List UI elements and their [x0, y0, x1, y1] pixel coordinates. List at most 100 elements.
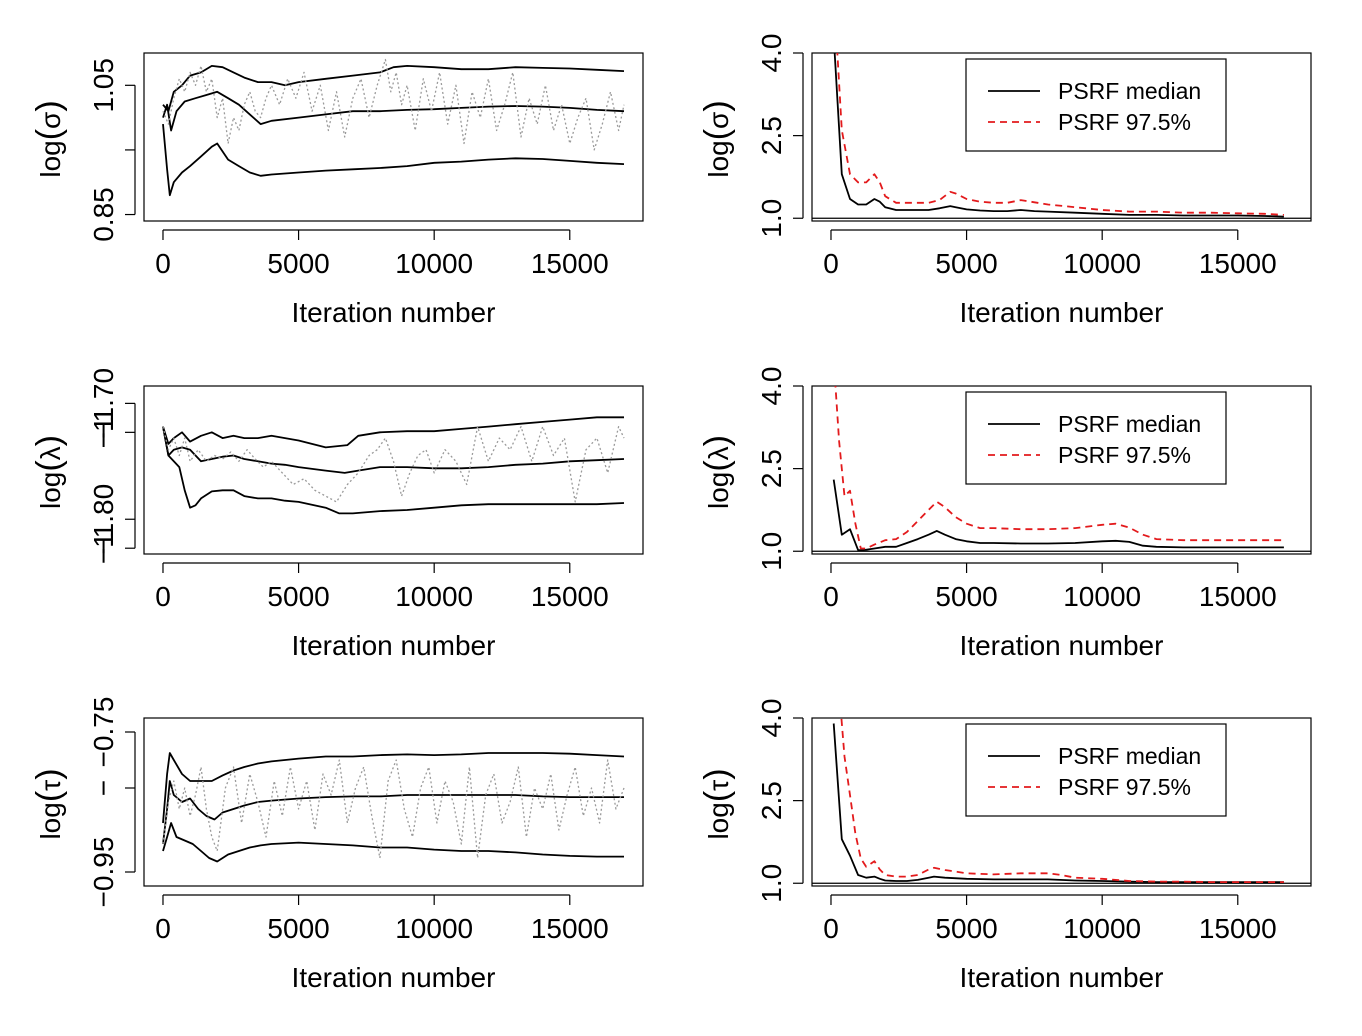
- plot-frame: [143, 717, 644, 887]
- series-upper: [162, 65, 625, 113]
- y-axis-title-fn: log: [703, 472, 734, 509]
- panel-psrf-lambda: 0 5000 10000 15000 Iteration number 1.0 2.5 4.0…: [698, 367, 1312, 661]
- x-tick-label: 0: [823, 248, 839, 279]
- legend-box: [965, 391, 1227, 485]
- y-tick-label: −1.80: [88, 484, 119, 555]
- y-axis-title-symbol: λ: [703, 446, 734, 460]
- legend-label: PSRF 97.5%: [1058, 109, 1191, 135]
- x-tick-label: 0: [155, 248, 171, 279]
- plot-frame: [143, 385, 644, 555]
- series-upper: [162, 752, 625, 824]
- plot-frame: [811, 385, 1312, 555]
- x-tick-label: 10000: [1063, 581, 1141, 612]
- y-axis-title: log(σ): [30, 100, 68, 177]
- y-tick-label: 4.0: [756, 34, 787, 73]
- legend-label: PSRF 97.5%: [1058, 442, 1191, 468]
- x-tick-label: 0: [155, 913, 171, 944]
- x-tick-label: 10000: [395, 248, 473, 279]
- y-axis-title-fn: log: [35, 472, 66, 509]
- series-group: [832, 386, 1284, 551]
- y-axis-title-paren: ): [698, 100, 736, 111]
- y-axis-title-symbol: σ: [35, 112, 66, 129]
- legend-box: [965, 58, 1227, 152]
- y-axis-title-paren: ): [698, 768, 736, 779]
- y-axis-title-symbol: τ: [35, 780, 66, 791]
- x-tick-label: 10000: [395, 581, 473, 612]
- y-tick-label: 1.0: [756, 532, 787, 571]
- legend-label: PSRF median: [1058, 78, 1201, 104]
- x-tick-label: 0: [155, 581, 171, 612]
- plot-frame: [143, 52, 644, 222]
- x-axis-title: Iteration number: [292, 630, 496, 661]
- y-tick-label: −1.70: [88, 368, 119, 439]
- plot-frame: [811, 52, 1312, 222]
- y-axis-title-fn: log: [35, 802, 66, 839]
- series-psrf-97-5: [836, 53, 1284, 216]
- series-group: [162, 416, 625, 515]
- y-tick-label: 4.0: [756, 699, 787, 738]
- y-axis-title-paren: ): [698, 435, 736, 446]
- y-axis-title-paren: (: [698, 460, 736, 472]
- y-axis-title-paren: (: [698, 790, 736, 802]
- legend: PSRF median PSRF 97.5%: [965, 58, 1227, 152]
- y-tick-label: −0.95: [88, 837, 119, 908]
- series-group: [832, 718, 1284, 883]
- legend-label: PSRF 97.5%: [1058, 774, 1191, 800]
- x-axis-title: Iteration number: [292, 962, 496, 993]
- y-tick-label: −1: [88, 416, 119, 448]
- series-median: [162, 90, 625, 132]
- series-lower: [162, 426, 625, 515]
- y-axis-title: log(τ): [698, 768, 736, 839]
- series-psrf-median: [833, 53, 1284, 218]
- legend: PSRF median PSRF 97.5%: [965, 723, 1227, 817]
- y-axis-title-symbol: λ: [35, 446, 66, 460]
- y-axis-title-fn: log: [35, 140, 66, 177]
- series-upper: [162, 416, 624, 449]
- x-tick-label: 10000: [395, 913, 473, 944]
- legend: PSRF median PSRF 97.5%: [965, 391, 1227, 485]
- series-trace: [162, 58, 625, 151]
- y-tick-label: 1.0: [756, 864, 787, 903]
- y-tick-label: −: [88, 780, 119, 796]
- y-tick-label: 0.85: [88, 187, 119, 242]
- x-tick-label: 10000: [1063, 913, 1141, 944]
- x-tick-label: 0: [823, 581, 839, 612]
- y-axis-title-paren: ): [30, 768, 68, 779]
- y-axis-title-paren: (: [30, 790, 68, 802]
- x-tick-label: 15000: [531, 248, 609, 279]
- y-axis-title: log(τ): [30, 768, 68, 839]
- y-axis-title-paren: (: [698, 128, 736, 140]
- y-axis-title-paren: ): [30, 100, 68, 111]
- x-axis-title: Iteration number: [292, 297, 496, 328]
- series-lower: [162, 822, 624, 863]
- y-tick-label: 1.05: [88, 58, 119, 113]
- x-tick-label: 15000: [1199, 913, 1277, 944]
- y-axis-title-paren: ): [30, 435, 68, 446]
- y-axis-title: log(σ): [698, 100, 736, 177]
- series-group: [162, 58, 625, 197]
- y-axis-title-fn: log: [703, 140, 734, 177]
- y-tick-label: 4.0: [756, 367, 787, 406]
- series-median: [162, 426, 625, 474]
- x-tick-label: 5000: [935, 581, 997, 612]
- y-tick-label: 2.5: [756, 449, 787, 488]
- y-tick-label: 2.5: [756, 781, 787, 820]
- x-axis-title: Iteration number: [960, 962, 1164, 993]
- series-group: [162, 752, 625, 863]
- legend-box: [965, 723, 1227, 817]
- series-psrf-97-5: [834, 386, 1284, 550]
- series-median: [162, 780, 624, 845]
- legend-label: PSRF median: [1058, 743, 1201, 769]
- y-axis-title-symbol: τ: [703, 780, 734, 791]
- x-tick-label: 5000: [267, 581, 329, 612]
- y-axis-title-fn: log: [703, 802, 734, 839]
- series-group: [833, 53, 1284, 218]
- plot-frame: [811, 717, 1312, 887]
- x-tick-label: 5000: [935, 248, 997, 279]
- x-axis-title: Iteration number: [960, 297, 1164, 328]
- x-tick-label: 15000: [1199, 248, 1277, 279]
- series-psrf-median: [832, 479, 1284, 551]
- panel-trace-tau: 0 5000 10000 15000 Iteration number −0.95 − −0.…: [30, 697, 644, 993]
